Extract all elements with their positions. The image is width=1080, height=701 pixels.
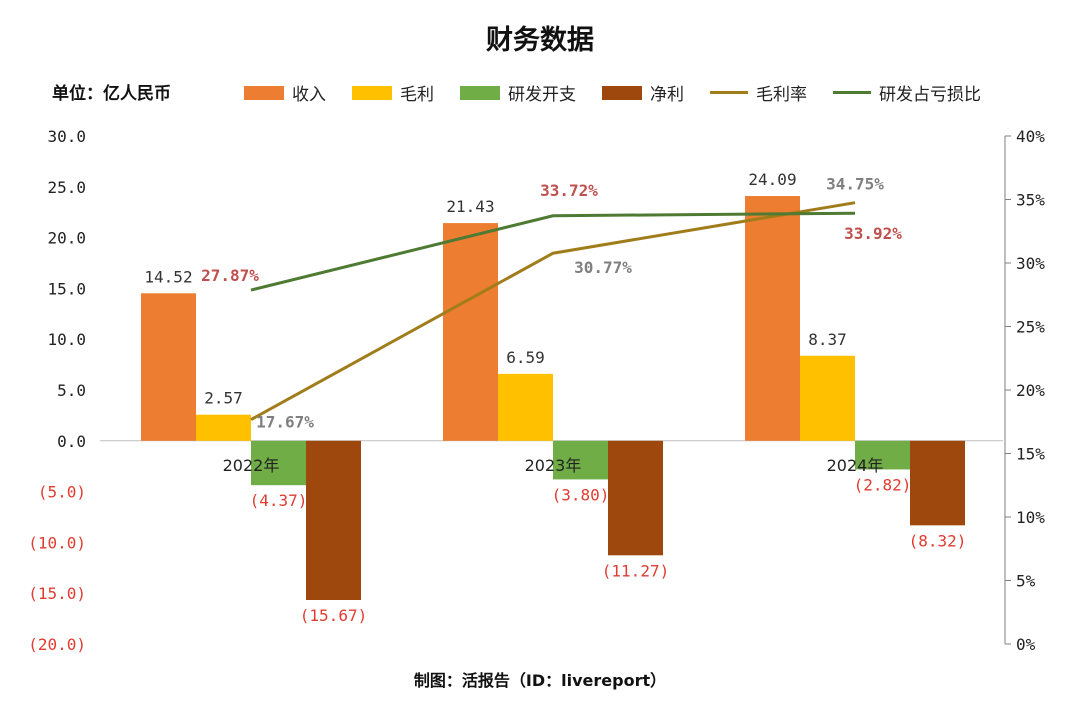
data-label-gross-margin: 17.67% [256,413,314,432]
y-left-tick-label: (5.0) [38,483,86,502]
data-label-revenue: 24.09 [748,170,796,189]
legend-item-gross-profit: 毛利 [352,80,434,105]
bar-rd-expense [855,440,910,470]
data-label-gross-profit: 8.37 [808,330,847,349]
legend-item-rd-expense: 研发开支 [460,80,576,105]
y-right-tick-label: 40% [1016,127,1045,146]
y-left-tick-label: 0.0 [57,432,86,451]
data-label-rd-loss-ratio: 33.92% [844,224,902,243]
x-category-label: 2024年 [827,456,884,475]
line-rd-loss-ratio [250,211,856,292]
bar-gross-profit [800,355,855,441]
data-label-net-profit: (11.27) [602,561,669,580]
y-right-tick-label: 30% [1016,254,1045,273]
data-label-net-profit: (15.67) [300,606,367,625]
data-label-rd-expense: (3.80) [552,485,610,504]
unit-label: 单位：亿人民币 [52,84,171,104]
line-gross-margin [250,201,856,421]
data-label-rd-expense: (4.37) [250,491,308,510]
y-right-tick-label: 10% [1016,508,1045,527]
y-left-tick-label: (10.0) [28,533,86,552]
legend-label-rd-loss-ratio: 研发占亏损比 [879,85,981,105]
data-label-rd-loss-ratio: 33.72% [540,181,598,200]
bar-net-profit [306,440,361,601]
data-label-gross-profit: 2.57 [204,389,243,408]
legend-label-gross-margin: 毛利率 [756,85,807,105]
y-right-tick-label: 5% [1016,572,1036,591]
y-right-tick-label: 20% [1016,381,1045,400]
legend-label-net-profit: 净利 [650,85,684,105]
legend-line-gross-margin [710,91,748,94]
legend-label-gross-profit: 毛利 [400,85,434,105]
bar-revenue [745,196,800,441]
bar-gross-profit [196,414,251,441]
data-label-rd-expense: (2.82) [854,475,912,494]
legend: 收入 毛利 研发开支 净利 毛利率 研发占亏损比 [244,80,1007,105]
y-left-tick-label: (15.0) [28,584,86,603]
bar-net-profit [910,440,965,526]
legend-label-rd-expense: 研发开支 [508,85,576,105]
y-left-tick-label: 5.0 [57,381,86,400]
x-category-label: 2022年 [223,456,280,475]
legend-swatch-revenue [244,85,284,100]
data-label-gross-margin: 30.77% [574,258,632,277]
bar-net-profit [608,440,663,556]
bar-rd-expense [251,440,306,486]
legend-swatch-net-profit [602,85,642,100]
data-label-net-profit: (8.32) [909,531,967,550]
y-left-tick-label: 30.0 [47,127,86,146]
bar-revenue [141,293,196,441]
y-right-tick-label: 0% [1016,635,1036,654]
legend-swatch-gross-profit [352,85,392,100]
y-left-tick-label: 25.0 [47,178,86,197]
y-left-tick-label: 20.0 [47,229,86,248]
legend-swatch-rd-expense [460,85,500,100]
bar-revenue [443,223,498,441]
bar-rd-expense [553,440,608,480]
data-label-gross-profit: 6.59 [506,348,545,367]
y-right-tick-label: 25% [1016,318,1045,337]
x-category-label: 2023年 [525,456,582,475]
chart-title: 财务数据 [486,25,594,56]
bar-gross-profit [498,373,553,441]
y-left-tick-label: 10.0 [47,330,86,349]
legend-item-net-profit: 净利 [602,80,684,105]
data-label-gross-margin: 34.75% [826,175,884,194]
y-left-tick-label: (20.0) [28,635,86,654]
legend-item-gross-margin: 毛利率 [710,80,807,105]
legend-item-revenue: 收入 [244,80,326,105]
y-right-tick-label: 35% [1016,191,1045,210]
data-label-revenue: 14.52 [144,267,192,286]
legend-item-rd-loss-ratio: 研发占亏损比 [833,80,981,105]
data-label-rd-loss-ratio: 27.87% [201,266,259,285]
y-right-tick-label: 15% [1016,445,1045,464]
y-left-tick-label: 15.0 [47,279,86,298]
legend-label-revenue: 收入 [292,85,326,105]
footer-credit: 制图：活报告（ID：livereport） [413,671,667,690]
legend-line-rd-loss-ratio [833,91,871,94]
data-label-revenue: 21.43 [446,197,494,216]
